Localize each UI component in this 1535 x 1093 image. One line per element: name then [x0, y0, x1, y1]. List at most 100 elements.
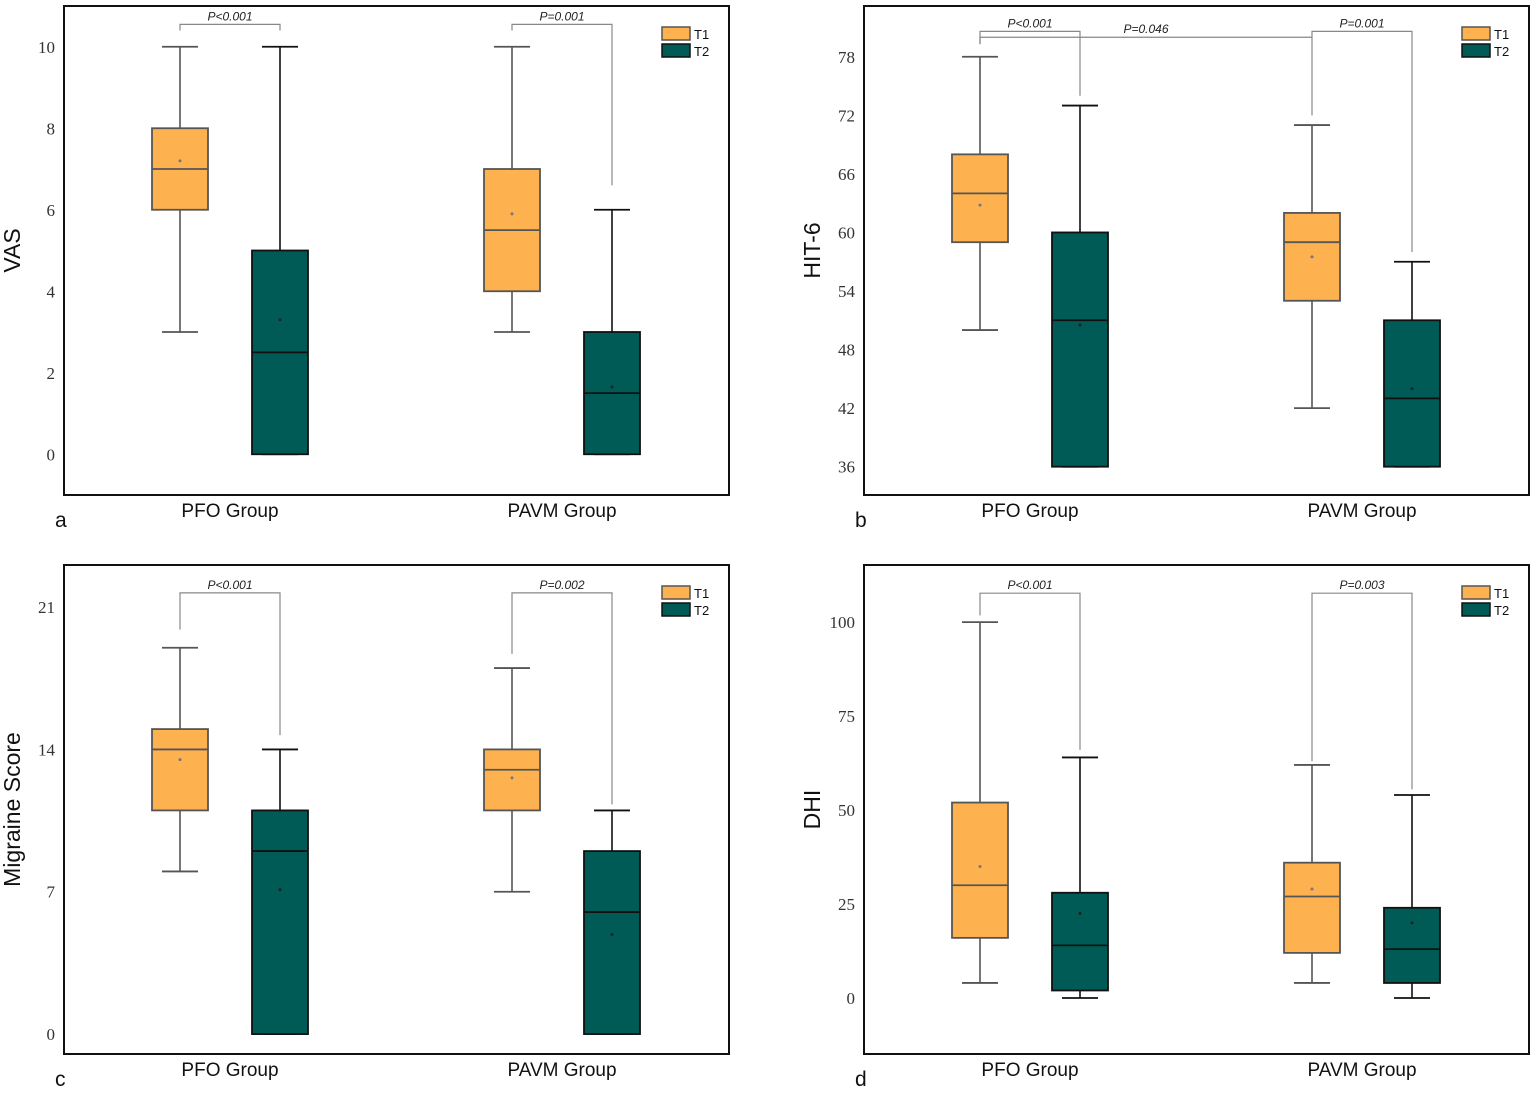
box-T2 — [1383, 260, 1441, 468]
mean-point — [178, 758, 182, 762]
x-tick-label: PFO Group — [181, 1060, 278, 1081]
y-tick-label: 36 — [838, 458, 855, 477]
y-tick-label: 25 — [838, 895, 855, 914]
panel-label: a — [55, 509, 67, 532]
panel-label: c — [55, 1068, 66, 1091]
iqr-box — [951, 153, 1009, 244]
legend-swatch-T1 — [1461, 585, 1491, 600]
x-tick-label: PFO Group — [981, 1060, 1078, 1081]
significance-bracket — [1311, 30, 1413, 252]
box-T2 — [1051, 756, 1109, 999]
box-T2 — [583, 809, 641, 1035]
x-tick-label: PFO Group — [181, 501, 278, 522]
y-tick-label: 14 — [38, 740, 56, 759]
mean-point — [278, 318, 282, 322]
y-tick-label: 0 — [847, 989, 856, 1008]
mean-point — [1410, 921, 1414, 925]
iqr-box — [1383, 319, 1441, 468]
mean-point — [1310, 887, 1314, 891]
iqr-box — [1383, 906, 1441, 984]
y-tick-label: 78 — [838, 48, 855, 67]
iqr-box — [151, 728, 209, 812]
legend-label: T1 — [694, 586, 709, 601]
panel-label: b — [855, 509, 867, 532]
legend-swatch-T2 — [1461, 602, 1491, 617]
mean-point — [1410, 387, 1414, 391]
box-T1 — [483, 45, 541, 333]
mean-point — [1078, 323, 1082, 327]
y-tick-label: 0 — [47, 445, 56, 464]
y-tick-label: 72 — [838, 106, 855, 125]
box-T1 — [1283, 764, 1341, 984]
mean-point — [178, 159, 182, 163]
panel-a: 0 2 4 6 8 10 VAS a PFO Group PAVM Group P<0.001 P=0… — [0, 5, 730, 532]
y-tick-label: 0 — [47, 1025, 56, 1044]
y-tick-label: 21 — [38, 598, 55, 617]
significance-bracket — [179, 23, 281, 31]
p-value-label: P<0.001 — [207, 578, 252, 592]
mean-point — [978, 203, 982, 207]
y-axis-label: VAS — [0, 228, 25, 272]
plot-frame — [63, 5, 730, 496]
mean-point — [610, 385, 614, 389]
p-value-label: P=0.001 — [1339, 16, 1384, 30]
iqr-box — [951, 801, 1009, 939]
box-T1 — [951, 621, 1009, 984]
x-tick-label: PAVM Group — [1307, 501, 1416, 522]
y-tick-label: 54 — [838, 282, 856, 301]
mean-point — [278, 888, 282, 892]
box-T2 — [1383, 794, 1441, 999]
plot-frame — [63, 564, 730, 1055]
y-tick-label: 8 — [47, 119, 56, 138]
y-tick-label: 42 — [838, 399, 855, 418]
mean-point — [1310, 255, 1314, 259]
legend-label: T2 — [694, 44, 709, 59]
panel-b: 36 42 48 54 60 66 72 78 HIT-6 b PFO Group PAVM Grou… — [799, 5, 1530, 532]
p-value-label: P<0.001 — [207, 9, 252, 23]
y-tick-label: 2 — [47, 364, 56, 383]
y-tick-label: 7 — [47, 883, 56, 902]
y-tick-label: 6 — [47, 201, 56, 220]
y-tick-label: 66 — [838, 165, 855, 184]
box-T1 — [951, 55, 1009, 331]
plot-frame — [863, 564, 1530, 1055]
y-axis-label: Migraine Score — [0, 732, 25, 887]
p-value-label: P=0.002 — [539, 578, 584, 592]
box-T2 — [583, 208, 641, 456]
mean-point — [978, 864, 982, 868]
legend-swatch-T2 — [661, 43, 691, 58]
significance-bracket — [979, 592, 1081, 750]
iqr-box — [1051, 231, 1109, 468]
box-T1 — [151, 45, 209, 333]
legend-swatch-T1 — [661, 585, 691, 600]
panel-label: d — [855, 1068, 867, 1091]
p-value-label: P=0.001 — [539, 9, 584, 23]
box-T2 — [251, 45, 309, 456]
legend-label: T1 — [1494, 27, 1509, 42]
significance-bracket — [979, 30, 1081, 96]
p-value-label: P=0.046 — [1123, 22, 1168, 36]
mean-point — [510, 212, 514, 216]
iqr-box — [483, 748, 541, 812]
p-value-label: P=0.003 — [1339, 578, 1384, 592]
plot-frame — [863, 5, 1530, 496]
y-axis-label: DHI — [799, 790, 825, 830]
box-T1 — [151, 646, 209, 873]
legend-label: T1 — [1494, 586, 1509, 601]
legend-swatch-T1 — [1461, 26, 1491, 41]
x-tick-label: PAVM Group — [507, 501, 616, 522]
significance-bracket — [979, 36, 1313, 116]
significance-bracket — [511, 592, 613, 805]
mean-point — [1078, 911, 1082, 915]
x-tick-label: PAVM Group — [507, 1060, 616, 1081]
legend-label: T2 — [694, 603, 709, 618]
box-T1 — [483, 667, 541, 893]
p-value-label: P<0.001 — [1007, 578, 1052, 592]
iqr-box — [1283, 861, 1341, 954]
iqr-box — [583, 850, 641, 1035]
y-tick-label: 60 — [838, 223, 855, 242]
mean-point — [510, 776, 514, 780]
legend-label: T1 — [694, 27, 709, 42]
y-axis-label: HIT-6 — [799, 222, 825, 278]
